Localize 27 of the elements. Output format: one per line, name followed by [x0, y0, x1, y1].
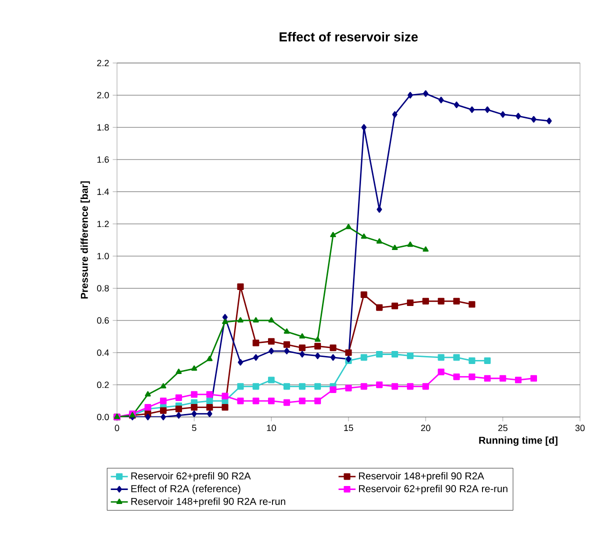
x-tick-label: 10: [267, 424, 276, 432]
y-tick-label: 2.2: [97, 60, 109, 66]
x-tick-label: 0: [114, 424, 120, 432]
y-tick-label: 1.6: [97, 156, 109, 163]
x-tick-label: 5: [192, 424, 196, 432]
y-tick-label: 1.0: [97, 252, 109, 260]
y-tick-label: 1.4: [97, 188, 109, 195]
legend-label: Reservoir 62+prefil 90 R2A: [131, 472, 251, 482]
x-tick-label: 15: [344, 424, 354, 432]
x-tick-label: 20: [421, 424, 430, 432]
x-tick-label: 25: [498, 424, 508, 432]
y-tick-label: 0.0: [97, 414, 109, 420]
y-axis-title: Pressure difference [bar]: [80, 181, 90, 299]
y-tick-label: 2.0: [97, 92, 109, 98]
x-axis-title: Running time [d]: [479, 436, 558, 446]
x-tick-label: 30: [575, 424, 585, 432]
y-tick-label: 0.4: [97, 349, 109, 356]
y-tick-label: 0.2: [97, 382, 109, 388]
y-tick-label: 1.2: [97, 220, 109, 228]
legend-label: Reservoir 148+prefil 90 R2A re-run: [131, 498, 286, 507]
y-tick-label: 0.6: [97, 317, 109, 324]
y-tick-label: 0.8: [97, 285, 109, 292]
legend-label: Reservoir 148+prefil 90 R2A: [359, 472, 484, 482]
y-tick-label: 1.8: [97, 124, 109, 131]
chart-title: Effect of reservoir size: [280, 32, 418, 42]
legend-label: Effect of R2A (reference): [131, 484, 240, 494]
legend-label: Reservoir 62+prefil 90 R2A re-run: [359, 484, 508, 494]
